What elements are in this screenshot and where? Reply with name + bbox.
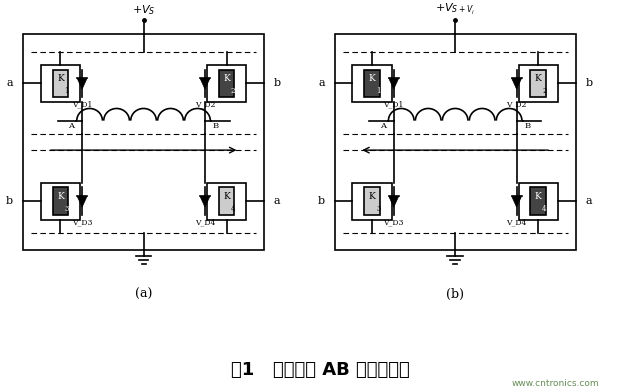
- Text: K: K: [535, 74, 541, 83]
- Text: K: K: [369, 192, 376, 201]
- Text: a: a: [586, 196, 592, 206]
- Bar: [41, 65, 80, 102]
- Text: a: a: [6, 78, 13, 88]
- Text: $+V_S$: $+V_S$: [132, 4, 156, 18]
- Bar: [41, 182, 80, 220]
- Bar: [364, 187, 380, 215]
- Text: K: K: [223, 192, 230, 201]
- Polygon shape: [389, 196, 399, 207]
- Text: V_D4: V_D4: [506, 218, 527, 226]
- Bar: [207, 65, 246, 102]
- Polygon shape: [77, 78, 87, 89]
- Bar: [52, 70, 68, 97]
- Bar: [219, 187, 234, 215]
- Text: K: K: [57, 192, 64, 201]
- Text: a: a: [274, 196, 280, 206]
- Text: V_D3: V_D3: [383, 218, 404, 226]
- Bar: [364, 70, 380, 97]
- Polygon shape: [512, 78, 522, 89]
- Text: 2: 2: [542, 87, 547, 95]
- Text: V_D1: V_D1: [72, 100, 92, 108]
- Text: 4: 4: [230, 205, 235, 213]
- Text: V_D4: V_D4: [195, 218, 215, 226]
- Text: V_D1: V_D1: [383, 100, 404, 108]
- Bar: [518, 182, 558, 220]
- Text: K: K: [223, 74, 230, 83]
- Text: K: K: [369, 74, 376, 83]
- Text: 1: 1: [65, 87, 69, 95]
- Text: 3: 3: [65, 205, 68, 213]
- Bar: [531, 187, 546, 215]
- Bar: [518, 65, 558, 102]
- Bar: [335, 34, 575, 251]
- Text: K: K: [57, 74, 64, 83]
- Text: B: B: [213, 123, 219, 130]
- Text: $+V_{S+V_i}$: $+V_{S+V_i}$: [435, 2, 476, 18]
- Bar: [353, 182, 392, 220]
- Text: A: A: [380, 123, 386, 130]
- Text: b: b: [6, 196, 13, 206]
- Text: (a): (a): [135, 288, 152, 301]
- Text: 4: 4: [542, 205, 547, 213]
- Text: K: K: [535, 192, 541, 201]
- Polygon shape: [200, 196, 210, 207]
- Text: A: A: [68, 123, 74, 130]
- Text: 1: 1: [376, 87, 381, 95]
- Text: 2: 2: [230, 87, 235, 95]
- Text: 3: 3: [376, 205, 380, 213]
- Text: (b): (b): [446, 288, 464, 301]
- Text: V_D2: V_D2: [506, 100, 527, 108]
- Text: b: b: [586, 78, 593, 88]
- Bar: [219, 70, 234, 97]
- Polygon shape: [200, 78, 210, 89]
- Bar: [207, 182, 246, 220]
- Polygon shape: [77, 196, 87, 207]
- Text: b: b: [318, 196, 325, 206]
- Text: B: B: [525, 123, 531, 130]
- Polygon shape: [512, 196, 522, 207]
- Text: a: a: [318, 78, 325, 88]
- Bar: [531, 70, 546, 97]
- Text: www.cntronics.com: www.cntronics.com: [512, 378, 600, 387]
- Bar: [353, 65, 392, 102]
- Text: b: b: [274, 78, 281, 88]
- Bar: [23, 34, 264, 251]
- Text: 图1   电机绕组 AB 的电流方向: 图1 电机绕组 AB 的电流方向: [230, 361, 410, 379]
- Polygon shape: [389, 78, 399, 89]
- Bar: [52, 187, 68, 215]
- Text: V_D3: V_D3: [72, 218, 92, 226]
- Text: V_D2: V_D2: [195, 100, 215, 108]
